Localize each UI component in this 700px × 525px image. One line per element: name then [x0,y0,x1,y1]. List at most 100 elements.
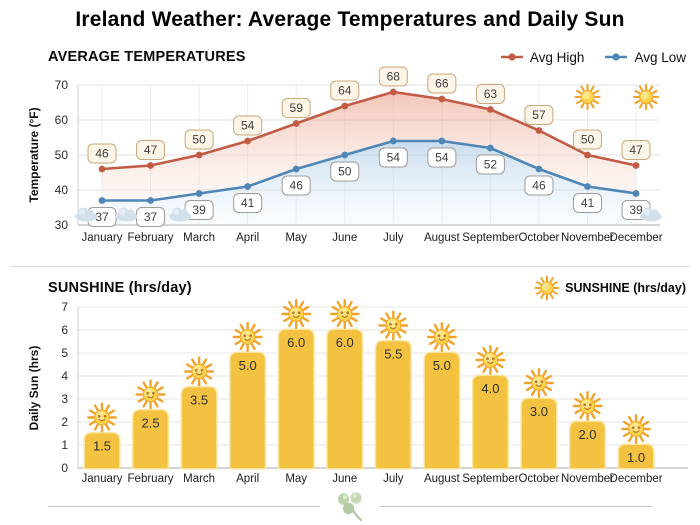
cloud-icon [640,207,663,222]
svg-text:68: 68 [387,70,401,84]
data-label: 66 [427,73,457,94]
month-label: February [128,473,174,485]
sun-with-face-icon [184,356,215,387]
data-point [632,190,640,197]
cloud-icon [169,207,192,222]
avg-high-line [101,90,637,171]
sun-y-tick: 3 [61,392,68,406]
sun-with-face-icon [621,413,652,445]
sun-with-face-icon [86,402,118,433]
temp-y-axis-label: Temperature (°F) [27,107,41,202]
temp-y-tick: 60 [55,113,69,127]
bar-value-label: 4.0 [481,381,499,396]
data-label: 47 [136,140,166,160]
svg-text:41: 41 [581,196,595,210]
svg-text:41: 41 [241,196,255,210]
sunshine-bar [83,432,121,470]
svg-text:37: 37 [144,210,158,224]
bar-value-label: 6.0 [336,335,354,350]
sun-icon [534,275,560,301]
sunshine-bar [471,374,509,470]
svg-text:64: 64 [338,84,352,98]
divider-line [380,505,652,507]
month-label: April [236,232,259,244]
month-label: August [424,473,461,485]
temperature-section-header: AVERAGE TEMPERATURES Avg High Avg Low [48,49,686,65]
data-point [292,165,300,173]
data-point [98,197,106,204]
month-label: November [561,473,614,485]
sun-with-face-icon [426,322,457,352]
svg-text:59: 59 [290,101,304,115]
month-label: January [82,473,123,485]
svg-text:50: 50 [192,133,206,147]
temp-chart-legend: Avg High Avg Low [500,50,686,65]
month-label: February [128,232,174,244]
sun-y-tick: 2 [61,415,68,429]
month-label: April [236,473,259,485]
bar-value-label: 6.0 [287,335,305,350]
svg-text:54: 54 [387,151,401,165]
sun-with-face-icon [281,299,312,329]
month-label: May [285,473,307,485]
bar-value-label: 2.5 [142,416,160,431]
data-label: 37 [136,207,166,227]
sun-y-tick: 5 [61,346,68,360]
cloud-icon [115,207,138,222]
svg-text:46: 46 [95,147,109,161]
month-label: October [518,473,559,485]
temp-chart-title: AVERAGE TEMPERATURES [48,49,246,65]
svg-text:66: 66 [435,77,449,91]
data-point [487,144,494,152]
sun-y-axis-label: Daily Sun (hrs) [27,346,41,431]
data-point [195,151,203,159]
month-label: July [383,232,404,244]
sun-y-tick: 7 [61,300,68,314]
month-label: August [424,232,461,244]
data-point [341,102,349,110]
sunshine-chart: 0 1 2 3 4 5 6 7 1.5 2.5 3.5 5.0 6.0 6.0 5.5 5.0 4.0 3.0 2.… [27,299,688,485]
month-label: January [82,232,123,244]
data-point [535,127,543,134]
data-point [389,137,397,145]
data-label: 50 [330,161,360,182]
avg-low-line [102,139,637,202]
sun-y-tick: 4 [61,369,68,383]
data-label: 46 [281,175,311,196]
svg-text:37: 37 [95,210,109,224]
svg-text:54: 54 [241,119,255,133]
data-label: 68 [378,66,408,87]
avg-high-area [102,92,637,201]
sun-with-face-icon [329,299,360,329]
month-label: March [183,232,215,244]
data-label: 54 [233,115,263,136]
sun-icon [534,275,560,301]
data-label: 52 [475,154,505,175]
month-label: March [183,473,215,485]
data-point [584,183,591,190]
sun-y-tick: 1 [61,438,68,452]
data-point [438,137,446,145]
data-point [195,190,203,197]
data-label: 41 [233,193,263,213]
data-point [535,165,543,173]
data-label: 59 [281,98,311,118]
data-point [389,88,397,96]
sunshine-section-header: SUNSHINE (hrs/day) SUNSHINE (hrs/day) [48,275,686,301]
data-point [147,197,154,204]
data-label: 47 [621,140,651,160]
data-label: 46 [87,143,117,164]
sun-with-face-icon [572,390,603,422]
sunshine-bar [569,420,606,470]
svg-text:50: 50 [338,165,352,179]
data-label: 64 [330,80,360,101]
sunshine-bar [180,386,218,470]
month-label: September [462,232,518,244]
legend-item-avg-low: Avg Low [604,50,686,65]
month-label: December [610,232,663,244]
month-label: July [383,473,404,485]
data-label: 57 [524,105,554,125]
month-label: September [462,473,518,485]
data-point [584,151,591,159]
sunshine-bar [326,328,364,470]
